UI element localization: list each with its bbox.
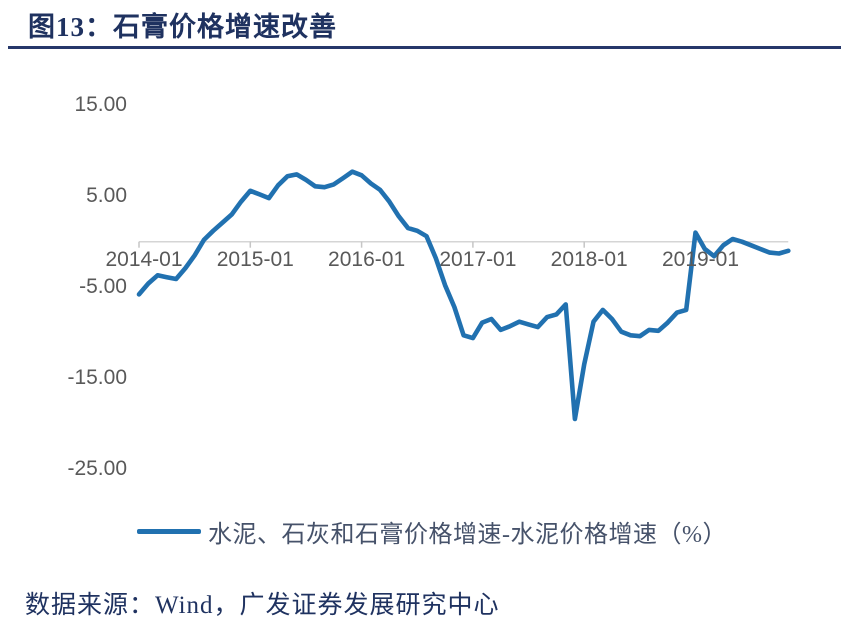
y-axis-label: 15.00 bbox=[74, 93, 127, 117]
series-line bbox=[136, 169, 791, 422]
y-axis-label: -5.00 bbox=[79, 275, 127, 299]
y-axis-label: 5.00 bbox=[86, 184, 127, 208]
x-axis-label: 2016-01 bbox=[328, 248, 406, 271]
y-axis-label: -25.00 bbox=[67, 456, 127, 480]
x-axis-label: 2015-01 bbox=[216, 248, 294, 271]
line-chart: 2014-01 2015-01 2016-01 2017-01 2018-01 2019-… bbox=[0, 55, 849, 505]
y-axis-label: -15.00 bbox=[67, 366, 127, 390]
x-axis-label: 2017-01 bbox=[439, 248, 517, 271]
x-axis-label: 2019-01 bbox=[661, 248, 740, 271]
legend-label: 水泥、石灰和石膏价格增速-水泥价格增速（%） bbox=[208, 521, 727, 548]
figure-title: 图13：石膏价格增速改善 bbox=[28, 12, 337, 42]
x-axis-label: 2018-01 bbox=[550, 248, 628, 271]
legend: 水泥、石灰和石膏价格增速-水泥价格增速（%） bbox=[137, 516, 727, 548]
title-underline bbox=[8, 46, 841, 49]
x-axis-label: 2014-01 bbox=[105, 248, 183, 271]
legend-line-marker bbox=[137, 528, 201, 534]
chart-canvas bbox=[136, 169, 791, 422]
source-note: 数据来源：Wind，广发证券发展研究中心 bbox=[25, 592, 500, 619]
